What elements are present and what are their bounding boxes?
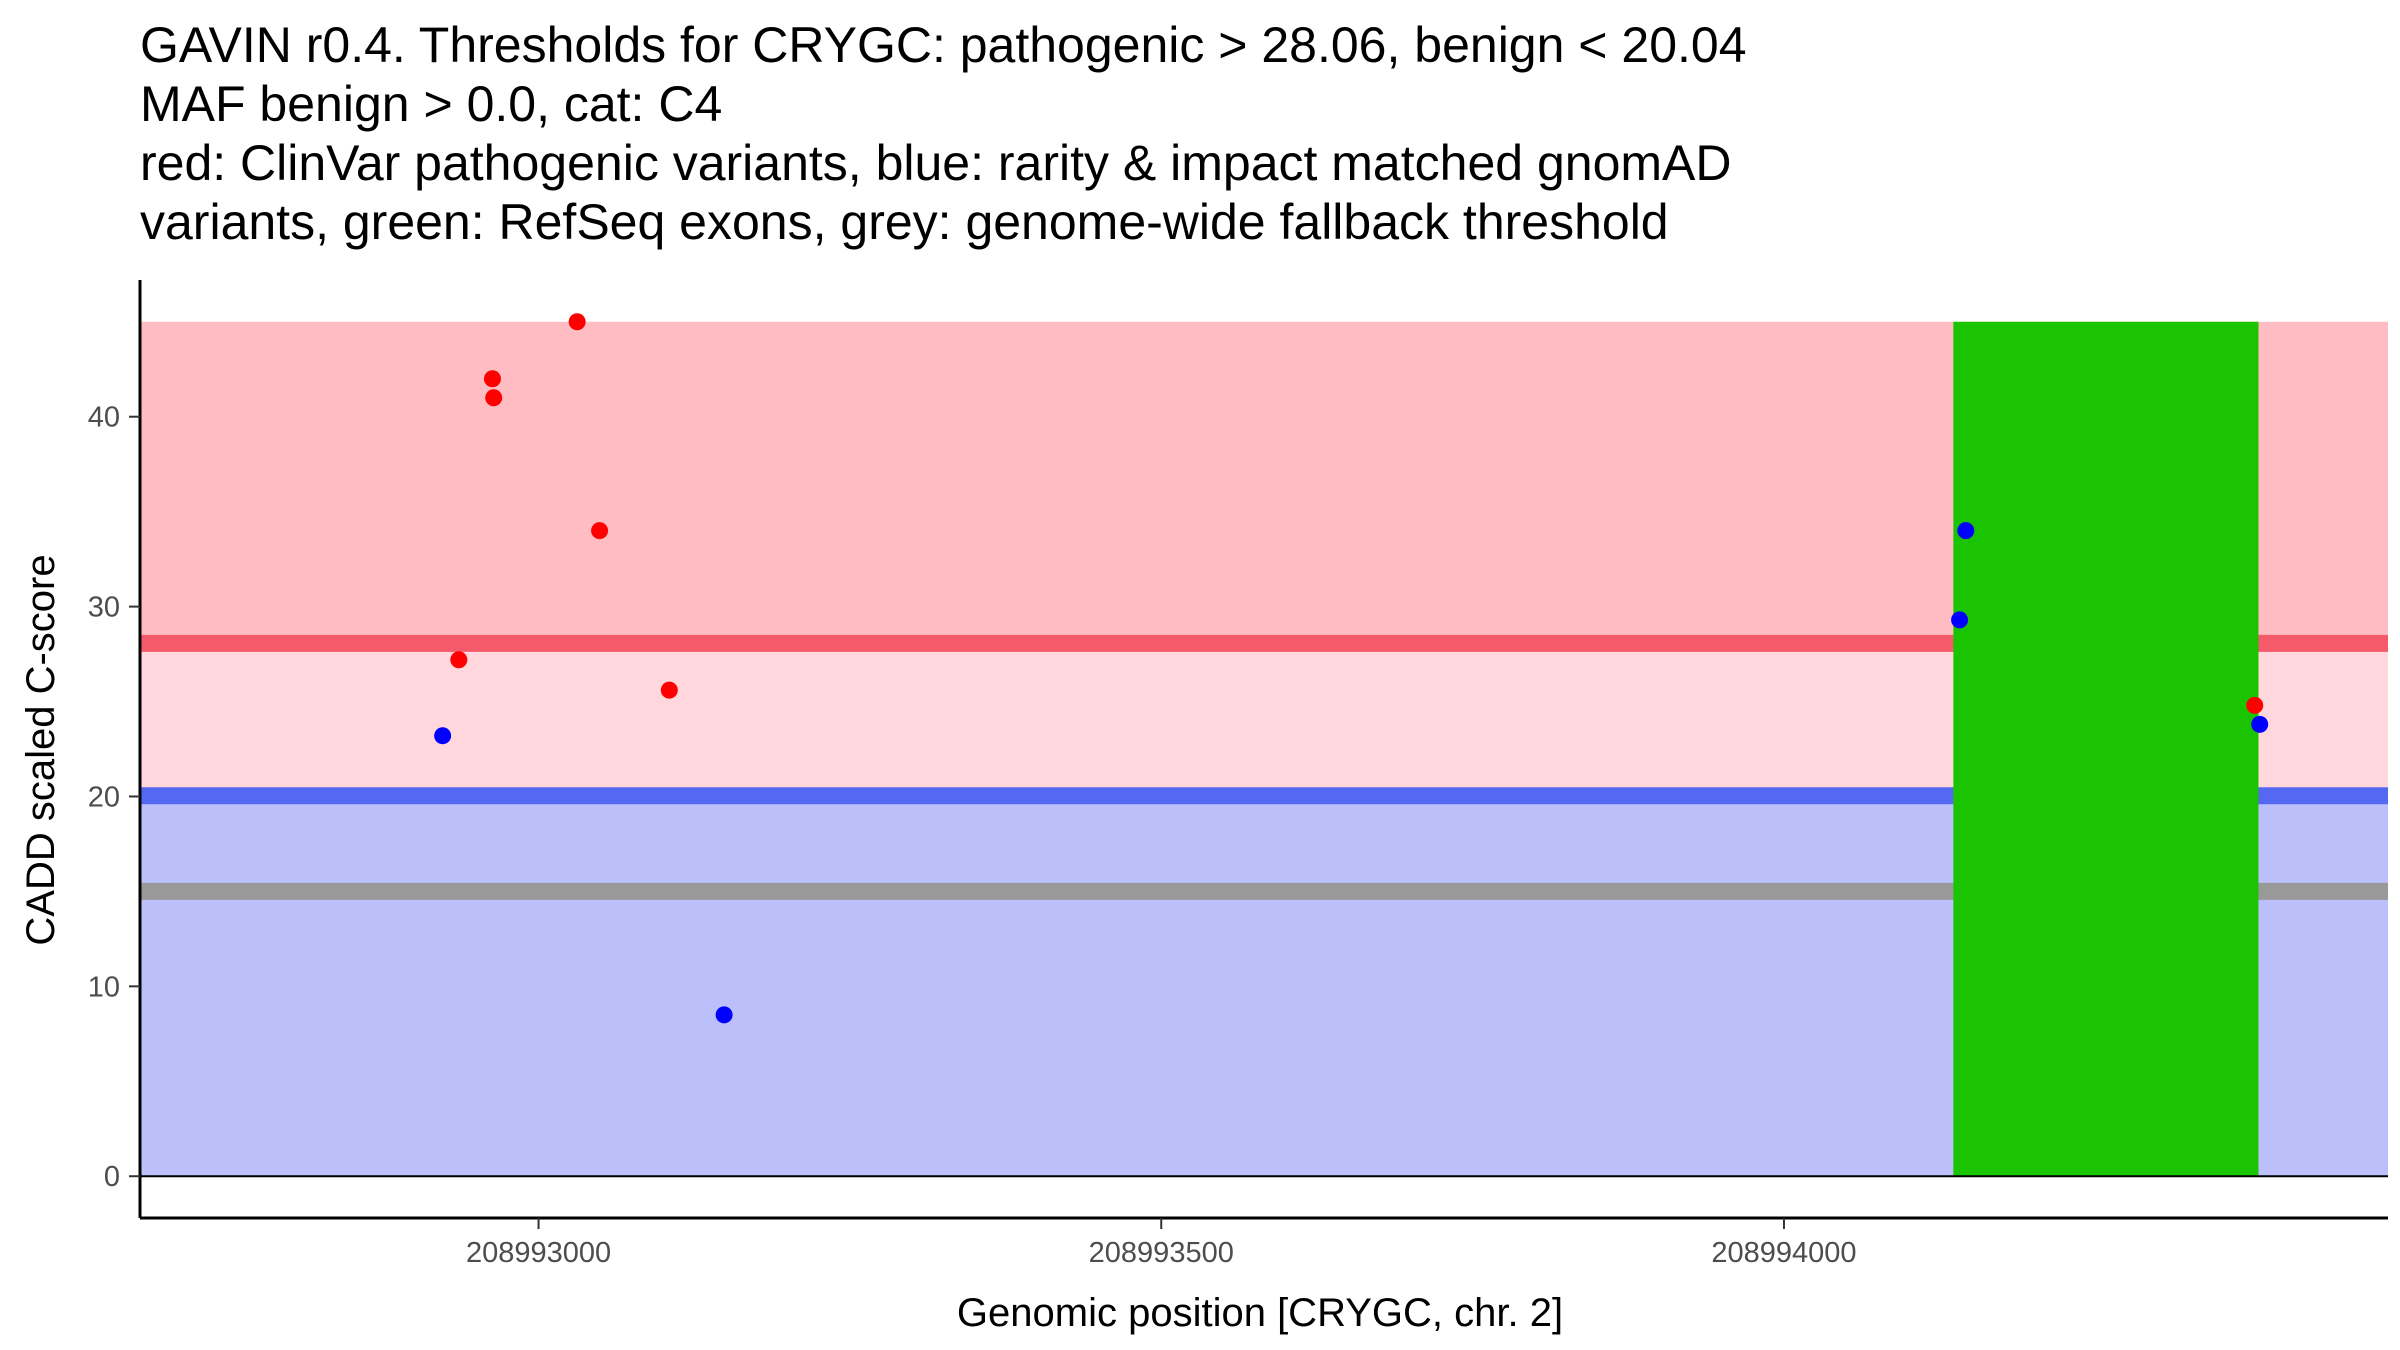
chart-title: GAVIN r0.4. Thresholds for CRYGC: pathog…: [140, 17, 1747, 250]
pathogenic-point-1: [568, 313, 586, 331]
benign-point-4: [1951, 611, 1969, 629]
exon-1: [1953, 321, 2259, 1177]
title-line-1: GAVIN r0.4. Thresholds for CRYGC: pathog…: [140, 17, 1747, 73]
pathogenic-point-2: [483, 370, 501, 388]
data-points: [434, 313, 2269, 1024]
axes: 0 10 20 30 40 208993000 208993500 208994000: [88, 280, 2388, 1269]
benign-point-1: [434, 727, 452, 745]
pathogenic-point-7: [2246, 696, 2264, 714]
y-tick-label: 30: [88, 592, 120, 624]
y-tick-label: 40: [88, 402, 120, 434]
x-axis-ticks: 208993000 208993500 208994000: [466, 1218, 1857, 1269]
x-tick-label: 208993000: [466, 1237, 611, 1269]
x-axis-title: Genomic position [CRYGC, chr. 2]: [957, 1291, 1563, 1335]
pathogenic-point-6: [660, 681, 678, 699]
y-axis-ticks: 0 10 20 30 40: [88, 402, 140, 1193]
title-line-2: MAF benign > 0.0, cat: C4: [140, 76, 722, 132]
benign-point-2: [715, 1006, 733, 1024]
x-tick-label: 208993500: [1089, 1237, 1234, 1269]
title-line-4: variants, green: RefSeq exons, grey: gen…: [140, 194, 1669, 250]
y-tick-label: 10: [88, 971, 120, 1003]
benign-point-5: [2251, 715, 2269, 733]
title-line-3: red: ClinVar pathogenic variants, blue: …: [140, 135, 1731, 191]
benign-point-3: [1957, 522, 1975, 540]
exons: [1953, 321, 2259, 1177]
y-tick-label: 20: [88, 781, 120, 813]
pathogenic-point-5: [450, 651, 468, 669]
pathogenic-point-3: [485, 389, 503, 407]
x-tick-label: 208994000: [1711, 1237, 1856, 1269]
y-tick-label: 0: [104, 1161, 120, 1193]
y-axis-title: CADD scaled C-score: [19, 554, 63, 945]
pathogenic-point-4: [591, 522, 609, 540]
